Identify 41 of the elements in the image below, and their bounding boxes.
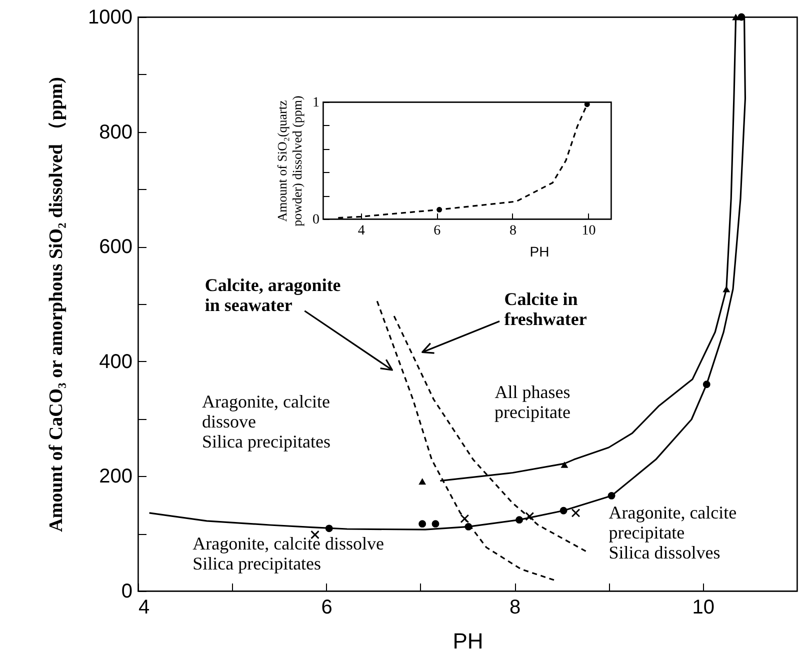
y-axis-title: Amount of SiO₂(quartz powder) dissolved (ppm) — [274, 96, 304, 226]
annotation: Aragonite, calcite dissolve Silica precipitates — [192, 534, 384, 574]
point — [722, 286, 730, 292]
x-tick-label: 10 — [582, 224, 596, 238]
point — [560, 462, 568, 468]
point — [325, 524, 333, 532]
y-axis-title: Amount of CaCO₃ or amorphous SiO₂ dissolved （ppm) — [46, 77, 68, 532]
point — [608, 492, 616, 500]
x-tick-label: 4 — [138, 596, 150, 618]
y-tick-label: 600 — [99, 236, 132, 258]
y-tick-label: 400 — [99, 350, 132, 373]
point — [516, 516, 523, 524]
y-tick-label: 1 — [312, 96, 320, 110]
annotation: Calcite, aragonite in seawater — [204, 274, 341, 315]
y-tick-label: 0 — [121, 580, 132, 602]
point — [702, 380, 710, 388]
annotation: All phases precipitate — [494, 382, 570, 422]
point — [732, 14, 740, 20]
y-tick-label: 1000 — [88, 6, 132, 28]
point — [418, 520, 426, 528]
point — [738, 13, 746, 21]
x-axis-title: PH — [530, 244, 550, 260]
y-tick-label: 0 — [312, 212, 320, 228]
x-tick-label: 10 — [692, 596, 714, 618]
point — [432, 520, 440, 528]
point — [560, 506, 568, 514]
x-tick-label: 6 — [434, 224, 441, 238]
annotation: Calcite in freshwater — [504, 289, 587, 330]
x-axis-title: PH — [452, 628, 484, 654]
y-tick-label: 200 — [99, 466, 132, 488]
point — [571, 508, 580, 518]
x-tick-label: 6 — [321, 596, 332, 618]
annotation: Aragonite, calcite precipitate Silica dissolves — [608, 502, 737, 563]
x-tick-label: 4 — [358, 224, 365, 238]
point — [460, 514, 470, 524]
x-tick-label: 8 — [509, 224, 516, 238]
annotation: Aragonite, calcite dissove Silica precipitates — [202, 391, 330, 452]
point — [525, 512, 534, 521]
point — [418, 478, 426, 485]
y-tick-label: 800 — [99, 121, 132, 144]
x-tick-label: 8 — [510, 596, 521, 618]
